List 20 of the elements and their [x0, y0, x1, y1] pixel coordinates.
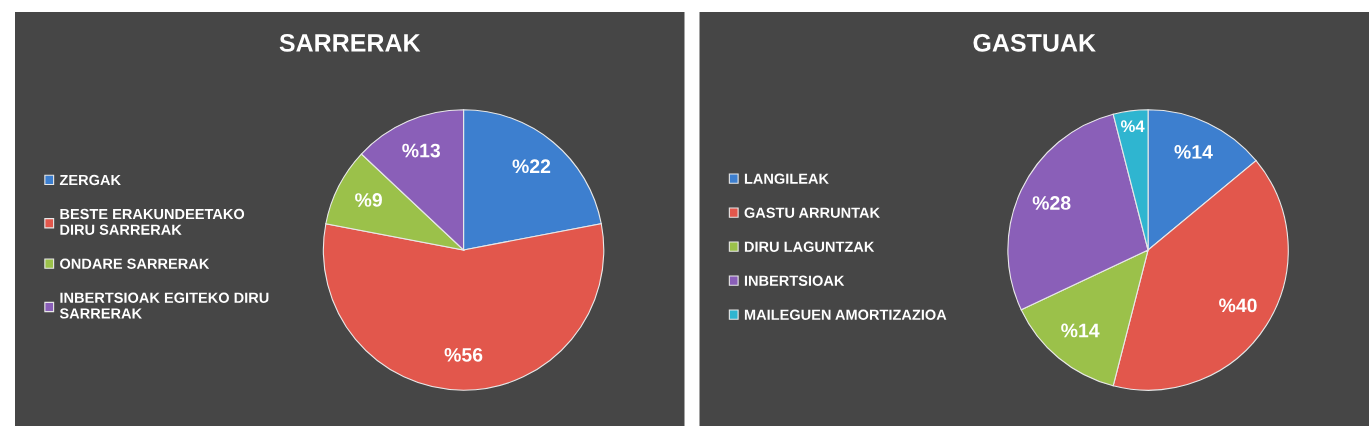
data-label: %28: [1032, 196, 1071, 210]
data-label: %14: [1061, 323, 1100, 338]
chart-title: GASTUAK: [973, 34, 1096, 52]
legend-label: INBERTSIOAK EGITEKO DIRU SARRERAK: [59, 292, 269, 319]
legend-label: DIRU LAGUNTZAK: [744, 241, 875, 252]
legend-label: ZERGAK: [59, 174, 121, 186]
data-label: %13: [402, 143, 441, 158]
legend-label: BESTE ERAKUNDEETAKO DIRU SARRERAK: [60, 208, 245, 235]
data-label: %40: [1219, 298, 1257, 313]
data-label: %14: [1174, 145, 1213, 159]
legend-label: GASTU ARRUNTAK: [744, 207, 880, 218]
data-label: %4: [1120, 120, 1145, 133]
data-label: %22: [512, 159, 551, 174]
legend-label: ONDARE SARRERAK: [60, 258, 210, 269]
legend-label: LANGILEAK: [744, 173, 829, 184]
data-label: %56: [444, 348, 483, 362]
legend-label: MAILEGUEN AMORTIZAZIOA: [744, 309, 947, 320]
chart-title: SARRERAK: [279, 34, 421, 52]
data-label: %9: [355, 193, 382, 207]
legend-label: INBERTSIOAK: [744, 275, 845, 286]
